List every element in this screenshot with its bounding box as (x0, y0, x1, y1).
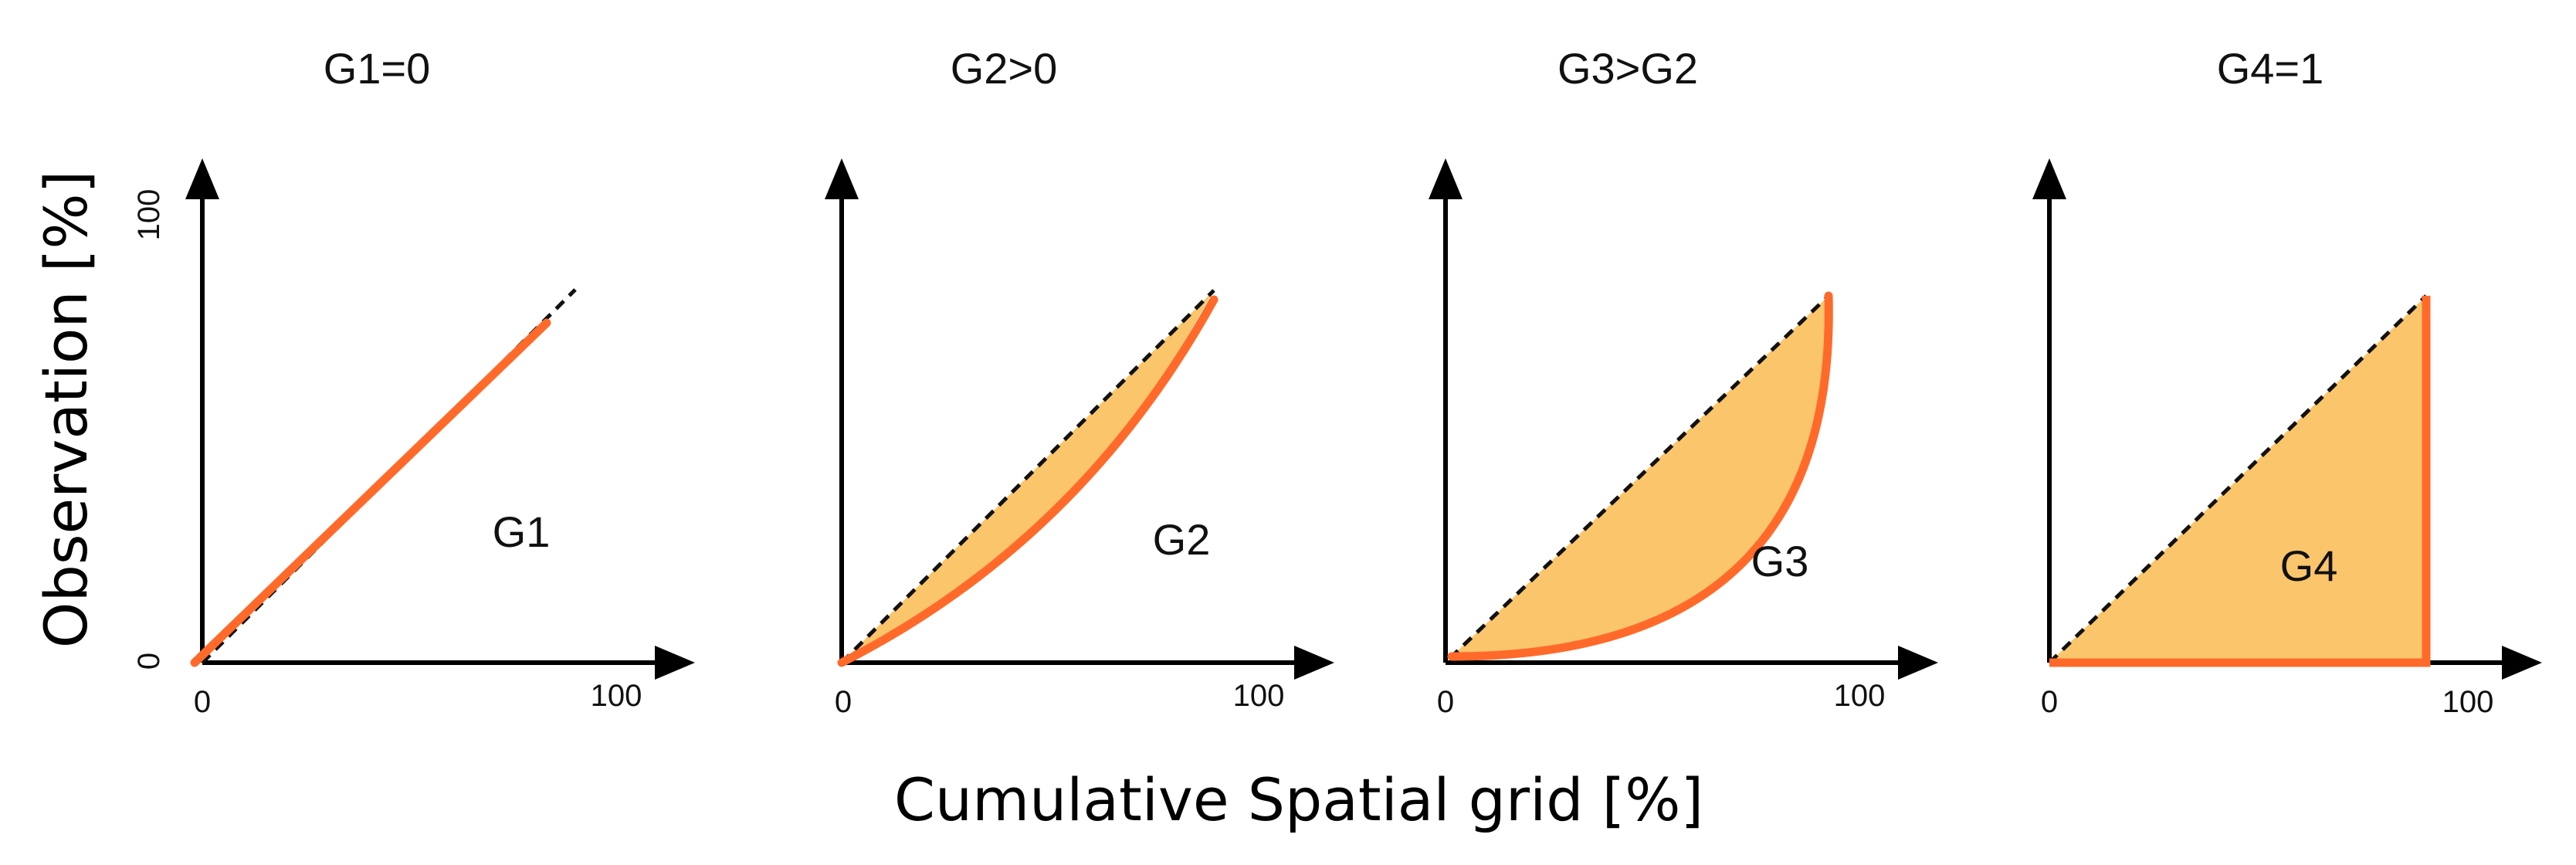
panel-1-y-arrowhead (185, 158, 219, 199)
panel-2-lorenz-curve (837, 295, 1219, 667)
panel-4-x-arrowhead (2502, 646, 2542, 680)
panel-4-x-max-tick: 100 (2442, 685, 2494, 719)
panel-4-equality-line (2048, 294, 2428, 664)
panel-1-x-max-tick: 100 (591, 679, 642, 713)
panel-1-y-min-tick: 0 (132, 653, 166, 670)
panel-3-title: G3>G2 (1557, 44, 1698, 93)
panel-2-title: G2>0 (951, 44, 1058, 93)
panel-4-region-label: G4 (2280, 541, 2338, 590)
panel-1-x-min-tick: 0 (194, 685, 211, 719)
panel-2: G2>0 G2 0 100 (825, 44, 1334, 719)
panel-4-lorenz-curve (2049, 296, 2431, 667)
panel-4-y-arrowhead (2032, 158, 2066, 199)
panel-4-title: G4=1 (2217, 44, 2324, 93)
x-axis-label: Cumulative Spatial grid [%] (894, 765, 1703, 834)
panel-2-x-arrowhead (1294, 646, 1334, 680)
panel-3-x-max-tick: 100 (1834, 679, 1886, 713)
panel-1-region-label: G1 (493, 507, 551, 556)
panel-1: G1=0 G1 0 100 0 100 (132, 44, 695, 719)
panel-1-title: G1=0 (324, 44, 431, 93)
panel-2-y-arrowhead (825, 158, 859, 199)
panel-2-x-min-tick: 0 (835, 685, 852, 719)
panel-2-region-label: G2 (1153, 515, 1211, 564)
panel-3-x-min-tick: 0 (1437, 685, 1454, 719)
panel-3-lorenz-curve (1447, 291, 1833, 661)
panel-2-x-max-tick: 100 (1233, 679, 1285, 713)
panel-3-y-arrowhead (1429, 158, 1463, 199)
panel-1-lorenz-curve (190, 318, 551, 667)
panel-3: G3>G2 G3 0 100 (1429, 44, 1938, 719)
panel-3-region-label: G3 (1751, 537, 1809, 585)
y-axis-label: Observation [%] (32, 171, 100, 648)
panel-4-x-min-tick: 0 (2041, 685, 2058, 719)
panel-3-x-arrowhead (1898, 646, 1938, 680)
panel-2-equality-line (840, 289, 1215, 664)
panel-1-y-max-tick: 100 (132, 189, 166, 241)
panel-3-equality-line (1449, 294, 1830, 660)
panel-1-x-arrowhead (655, 646, 695, 680)
panel-4: G4=1 G4 0 100 (2032, 44, 2542, 719)
